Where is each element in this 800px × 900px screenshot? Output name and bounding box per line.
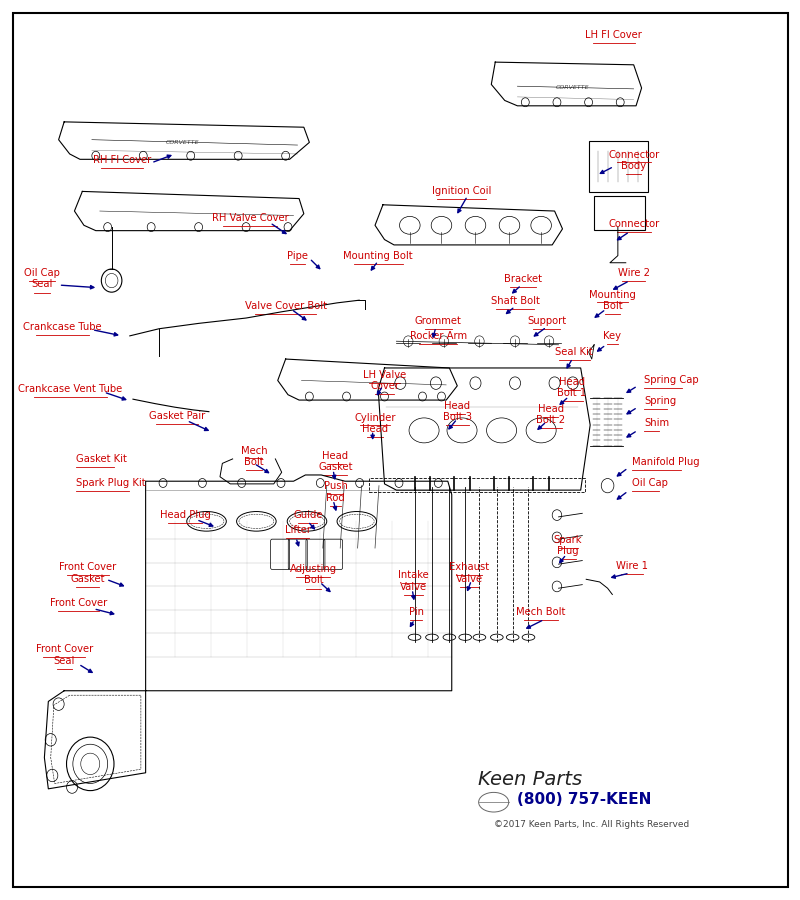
Text: Support: Support [527,316,566,326]
Text: Oil Cap: Oil Cap [632,478,668,488]
Text: Connector: Connector [608,220,659,230]
Text: Crankcase Tube: Crankcase Tube [23,322,102,332]
Text: Adjusting
Bolt: Adjusting Bolt [290,564,337,585]
Text: Mech
Bolt: Mech Bolt [241,446,267,467]
Text: Mounting
Bolt: Mounting Bolt [589,290,636,310]
Text: Spark Plug Kit: Spark Plug Kit [76,478,146,488]
Text: Manifold Plug: Manifold Plug [632,456,700,466]
Text: Rocker Arm: Rocker Arm [410,331,467,341]
Text: Gasket Kit: Gasket Kit [76,454,127,464]
Text: Pin: Pin [409,608,424,617]
Text: Crankcase Vent Tube: Crankcase Vent Tube [18,384,122,394]
Text: Exhaust
Valve: Exhaust Valve [449,562,490,583]
Text: Valve Cover Bolt: Valve Cover Bolt [245,301,326,310]
Text: Guide: Guide [293,510,322,520]
Text: Keen Parts: Keen Parts [478,770,582,789]
Text: LH FI Cover: LH FI Cover [586,31,642,40]
Text: Pipe: Pipe [287,250,308,261]
Text: Wire 1: Wire 1 [616,561,648,571]
Text: Spring: Spring [644,396,676,406]
Text: Ignition Coil: Ignition Coil [431,186,491,196]
Text: RH Valve Cover: RH Valve Cover [212,213,289,223]
Text: Seal Kit: Seal Kit [555,346,594,357]
Text: ©2017 Keen Parts, Inc. All Rights Reserved: ©2017 Keen Parts, Inc. All Rights Reserv… [494,820,689,829]
Text: RH FI Cover: RH FI Cover [93,155,151,166]
Text: Mech Bolt: Mech Bolt [517,608,566,617]
Text: CORVETTE: CORVETTE [556,86,590,91]
Text: Push
Rod: Push Rod [323,482,347,502]
Text: Head
Gasket: Head Gasket [318,451,353,472]
Text: CORVETTE: CORVETTE [166,140,200,145]
Text: Shim: Shim [644,418,669,428]
Text: Grommet: Grommet [415,316,462,326]
Text: Cylinder
Head: Cylinder Head [354,412,396,434]
Text: Head
Bolt 1: Head Bolt 1 [558,377,586,398]
Text: LH Valve
Cover: LH Valve Cover [363,370,406,392]
Text: Head
Bolt 3: Head Bolt 3 [442,401,472,422]
Text: Gasket Pair: Gasket Pair [149,411,206,421]
Text: Bracket: Bracket [504,274,542,284]
Text: Intake
Valve: Intake Valve [398,571,429,591]
Text: Head
Bolt 2: Head Bolt 2 [536,404,565,425]
Text: Key: Key [603,331,622,341]
Text: Connector
Body: Connector Body [608,149,659,171]
Text: Wire 2: Wire 2 [618,268,650,278]
Text: Spark
Plug: Spark Plug [554,535,582,556]
Text: Front Cover
Seal: Front Cover Seal [35,644,93,666]
Text: Shaft Bolt: Shaft Bolt [490,296,539,306]
Text: Front Cover
Gasket: Front Cover Gasket [59,562,117,583]
Text: Mounting Bolt: Mounting Bolt [343,250,413,261]
Text: Lifter: Lifter [285,526,310,536]
Text: (800) 757-KEEN: (800) 757-KEEN [518,792,652,807]
Text: Front Cover: Front Cover [50,598,107,608]
Text: Head Plug: Head Plug [160,510,210,520]
Text: Spring Cap: Spring Cap [644,375,698,385]
Text: Oil Cap
Seal: Oil Cap Seal [24,268,60,290]
